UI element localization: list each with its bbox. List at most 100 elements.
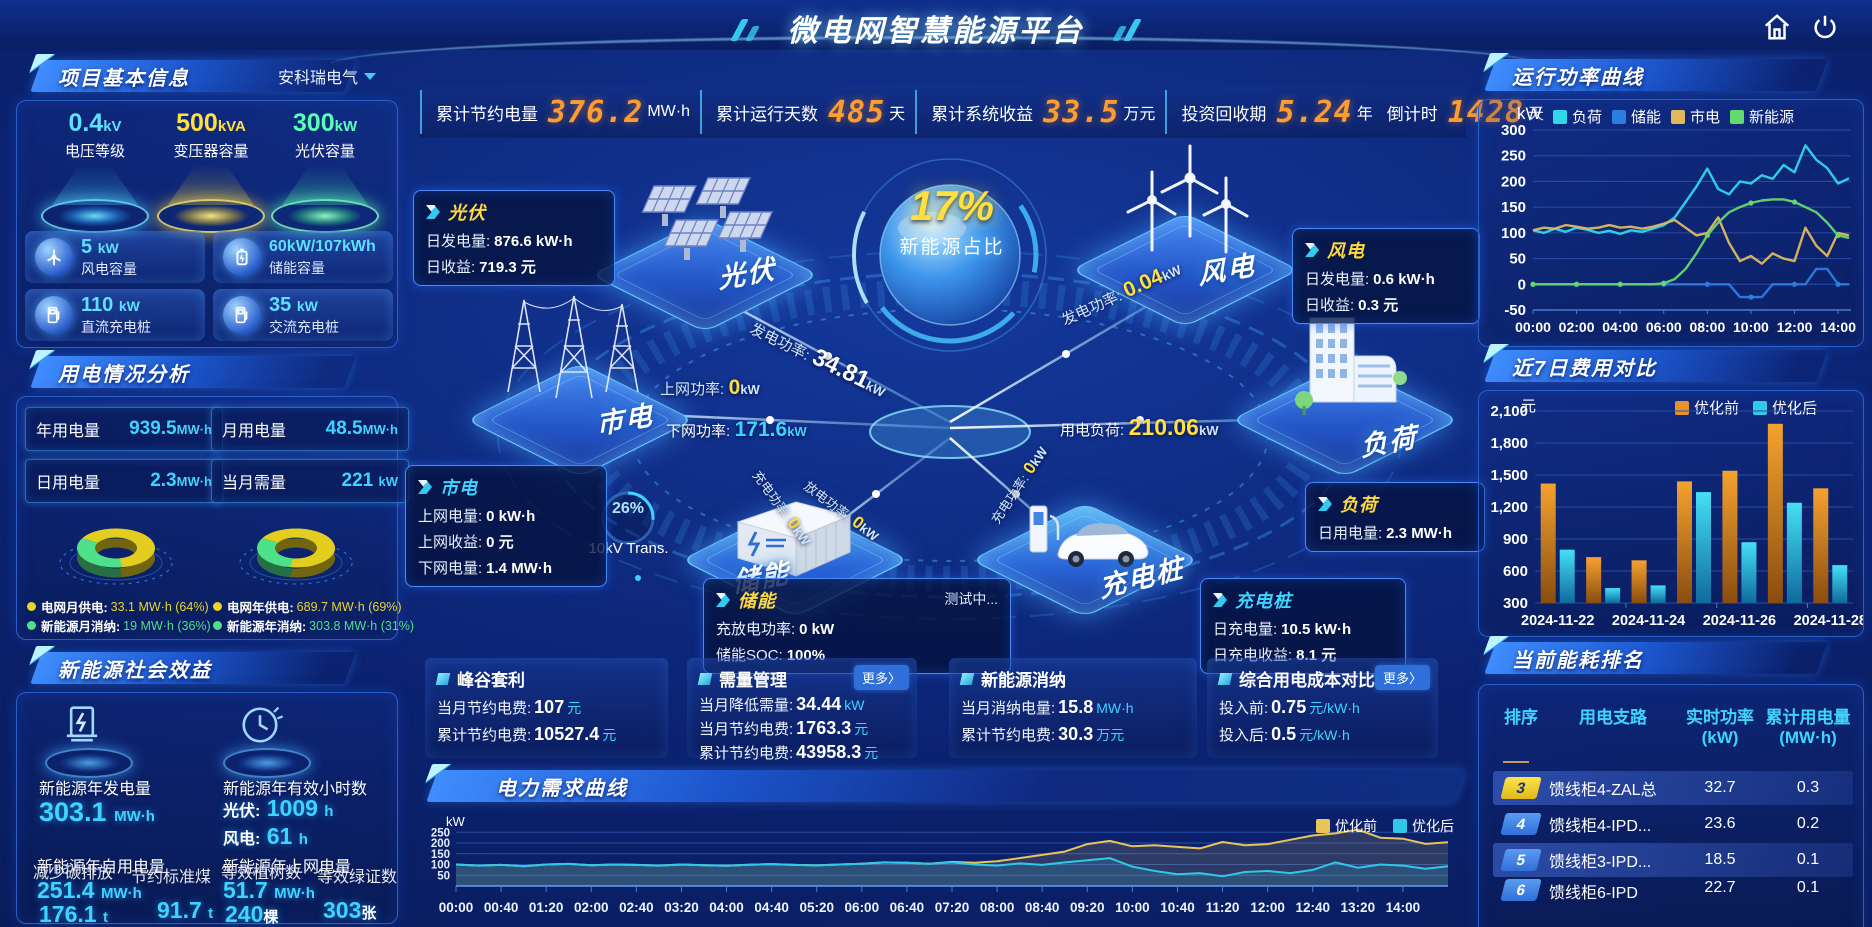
benefit-value: 51.7 MW·h: [223, 877, 315, 904]
stat-value: 33.5: [1043, 94, 1120, 130]
x-tick-label: 2024-11-26: [1703, 613, 1776, 629]
x-tick-label: 12:00: [1777, 319, 1813, 335]
arrow-icon: [1318, 497, 1332, 511]
pedestal-value: 300: [292, 109, 335, 137]
panel-rank-header: 当前能耗排名: [1478, 640, 1862, 676]
stat-unit: MW·h: [176, 474, 212, 489]
infobox-wind: 风电 日发电量: 0.6 kW·h 日收益: 0.3 元: [1292, 228, 1480, 324]
stat-value: 221: [341, 470, 374, 491]
corner-icon: [29, 350, 56, 370]
kpi-renewable-consume: 新能源消纳 当月消纳电量: 15.8 MW·h 累计节约电费: 30.3 万元: [949, 658, 1197, 758]
stat-unit: MW·h: [176, 422, 212, 437]
stat-unit: MW·h: [647, 103, 690, 120]
light-cone: [168, 165, 254, 205]
renewable-share: 17% 新能源占比: [884, 182, 1020, 259]
stat-month-demand: 当月需量 221 kW: [211, 459, 409, 503]
more-button[interactable]: 更多〉: [1374, 665, 1430, 690]
table-row[interactable]: 5 馈线柜3-IPD... 18.5 0.1: [1493, 843, 1853, 877]
value: 51.7: [223, 877, 268, 903]
pedestal-pv: 300kW 光伏容量: [265, 109, 385, 233]
table-row[interactable]: 6 馈线柜6-IPD 22.7 0.1: [1493, 879, 1853, 905]
total-energy: 0.2: [1796, 815, 1820, 832]
x-tick-label: 03:20: [664, 900, 699, 915]
x-tick-label: 10:00: [1115, 900, 1150, 915]
marker: [1573, 281, 1580, 287]
pedestal-voltage: 0.4kV 电压等级: [35, 109, 155, 233]
unit: 张: [361, 905, 377, 922]
y-tick-label: -50: [1504, 302, 1526, 319]
y-tick-label: 900: [1503, 531, 1528, 548]
card-label: 风电容量: [81, 260, 137, 277]
unit: h: [324, 803, 334, 820]
stat-label: 日用电量: [36, 475, 101, 492]
glow-ring: [45, 748, 133, 778]
deco-ring: [59, 541, 173, 585]
benefit-label: 节约标准煤: [131, 869, 212, 886]
flow-load: 用电负荷: 210.06kW: [1060, 414, 1219, 440]
corner-icon: [425, 764, 452, 784]
benefit-label: 新能源年发电量: [39, 781, 152, 798]
panel-project-header: 项目基本信息 安科瑞电气: [24, 58, 390, 94]
light-cone: [282, 165, 368, 205]
arrow-icon: [1305, 243, 1319, 257]
value: 61: [266, 823, 293, 849]
home-icon: [1764, 14, 1790, 40]
realtime-power: 32.7: [1704, 779, 1736, 796]
marker: [1704, 232, 1710, 239]
panel-usage-body: 年用电量 939.5MW·h 月用电量 48.5MW·h 日用电量 2.3MW·…: [16, 396, 414, 640]
hours-icon: [223, 699, 311, 778]
arrow-icon: [716, 593, 730, 607]
marker: [1661, 280, 1667, 286]
ev-charger-icon: [1029, 505, 1149, 567]
unit: MW·h: [114, 808, 155, 825]
stat-unit: kW: [378, 474, 399, 489]
x-tick-label: 13:20: [1341, 900, 1376, 915]
x-tick-label: 08:40: [1025, 900, 1060, 915]
rank-badge: 5: [1500, 849, 1542, 871]
x-tick-label: 00:00: [439, 900, 474, 915]
kpi-peak-valley: 峰谷套利 当月节约电费: 107 元 累计节约电费: 10527.4 元: [425, 658, 668, 758]
corner-icon: [1483, 636, 1510, 656]
stat-label: 累计系统收益: [931, 104, 1034, 124]
realtime-power: 22.7: [1704, 879, 1736, 896]
y-axis-unit: kW: [446, 814, 465, 829]
company-select[interactable]: 安科瑞电气: [278, 64, 376, 88]
corner-icon: [29, 54, 56, 74]
legend-value: 689.7 MW·h (69%): [296, 599, 402, 614]
home-button[interactable]: [1762, 12, 1792, 42]
legend-item: 电网月供电: 33.1 MW·h (64%): [27, 597, 209, 616]
stat-label: 年用电量: [36, 423, 101, 440]
stat-label: 累计节约电量: [436, 104, 538, 124]
stat-label: 月用电量: [222, 423, 287, 440]
legend-label: 优化后: [1412, 818, 1454, 834]
more-button[interactable]: 更多〉: [853, 665, 909, 690]
marker: [1791, 281, 1798, 287]
battery-container-icon: [736, 501, 852, 577]
building-icon: [1295, 317, 1407, 415]
marker: [1704, 281, 1710, 287]
legend-label: 新能源年消纳:: [227, 620, 307, 634]
arrow-icon: [418, 480, 432, 494]
label: 风电:: [223, 831, 261, 848]
card-value: 110: [81, 293, 114, 316]
table-row[interactable]: 4 馈线柜4-IPD... 23.6 0.2: [1493, 807, 1853, 841]
infobox-grid: 市电 上网电量: 0 kW·h 上网收益: 0 元 下网电量: 1.4 MW·h: [405, 465, 607, 587]
value: 240: [225, 901, 264, 927]
x-tick-label: 04:40: [754, 900, 789, 915]
page-title-row: 微电网智慧能源平台: [0, 6, 1872, 50]
y-tick-label: 100: [431, 860, 450, 872]
renewable-share-value: 17%: [909, 182, 995, 229]
card-unit: kW: [296, 297, 318, 314]
panel-usage-header: 用电情况分析: [24, 354, 390, 390]
bar-after: [1605, 588, 1621, 603]
panel-title: 项目基本信息: [58, 68, 190, 90]
table-row[interactable]: 3 馈线柜4-ZAL总 32.7 0.3: [1493, 771, 1853, 805]
x-tick-label: 14:00: [1820, 319, 1856, 335]
y-tick-label: 300: [1503, 595, 1528, 612]
transformer-label: 10kV Trans.: [588, 540, 669, 557]
power-button[interactable]: [1810, 12, 1840, 42]
legend-swatch: [1612, 109, 1627, 124]
stat-value: 5.24: [1276, 94, 1353, 130]
card-unit: kW: [118, 297, 140, 314]
